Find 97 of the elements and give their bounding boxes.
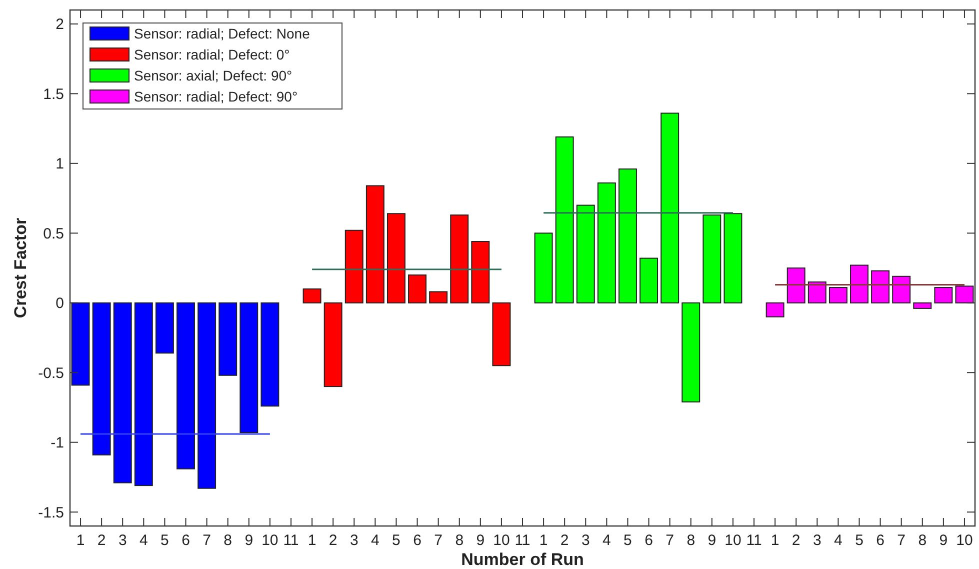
- x-tick-label: 1: [539, 532, 548, 549]
- bar: [555, 136, 574, 304]
- bar: [344, 230, 364, 304]
- bar: [955, 286, 974, 304]
- bar: [386, 213, 406, 304]
- bar: [640, 258, 658, 304]
- bar: [576, 204, 595, 304]
- legend-label: Sensor: axial; Defect: 90°: [134, 67, 292, 84]
- bar: [913, 302, 932, 309]
- bar: [198, 302, 216, 489]
- bar: [218, 302, 238, 376]
- x-tick-label: 1: [76, 532, 85, 549]
- x-tick-label: 8: [224, 532, 232, 549]
- legend-label: Sensor: radial; Defect: 0°: [134, 46, 290, 62]
- x-tick-label: 6: [182, 532, 190, 549]
- x-tick-label: 5: [160, 532, 169, 549]
- y-tick-label: 2: [56, 16, 64, 34]
- bar: [808, 281, 826, 304]
- y-axis-title: Crest Factor: [11, 218, 30, 318]
- x-tick-label: 8: [455, 532, 464, 549]
- x-tick-label: 3: [581, 532, 590, 549]
- bar: [429, 291, 448, 304]
- x-tick-label: 11: [283, 532, 299, 549]
- bar: [618, 168, 637, 304]
- x-tick-label: 1: [308, 532, 316, 549]
- x-tick-label: 4: [602, 532, 611, 549]
- x-tick-label: 3: [118, 532, 127, 549]
- bar: [113, 302, 132, 484]
- bar: [597, 182, 616, 304]
- x-tick-label: 1: [770, 532, 780, 549]
- y-tick-label: 1.5: [43, 86, 64, 103]
- x-tick-label: 7: [202, 532, 211, 549]
- x-tick-label: 9: [244, 532, 254, 549]
- x-tick-label: 9: [708, 532, 716, 549]
- x-tick-label: 7: [666, 532, 674, 549]
- bar: [766, 302, 784, 318]
- bar: [850, 264, 868, 304]
- bar: [534, 232, 553, 304]
- x-tick-label: 9: [939, 532, 948, 549]
- x-tick-label: 6: [413, 532, 422, 549]
- x-tick-label: 3: [812, 532, 822, 549]
- y-tick-label: -1: [50, 434, 64, 452]
- x-tick-label: 10: [724, 532, 742, 549]
- x-tick-label: 11: [514, 532, 530, 549]
- bar: [892, 276, 911, 304]
- x-tick-label: 11: [746, 532, 762, 549]
- y-tick-label: 1: [56, 156, 64, 173]
- bar: [366, 185, 384, 304]
- x-tick-label: 2: [328, 532, 338, 549]
- bar: [240, 302, 258, 434]
- bar: [786, 268, 806, 304]
- y-tick-label: 0: [56, 295, 64, 312]
- x-tick-label: 2: [97, 532, 106, 549]
- bar: [408, 274, 426, 304]
- bar: [702, 214, 722, 304]
- x-tick-label: 4: [139, 532, 148, 549]
- x-tick-label: 3: [350, 532, 358, 549]
- x-tick-label: 4: [834, 532, 842, 549]
- bar: [471, 241, 490, 304]
- x-tick-label: 6: [876, 532, 884, 549]
- bar: [260, 302, 280, 407]
- bar: [176, 302, 195, 470]
- x-tick-label: 5: [392, 532, 400, 549]
- x-tick-label: 5: [624, 532, 632, 549]
- x-tick-label: 7: [434, 532, 442, 549]
- y-tick-label: -0.5: [38, 364, 64, 382]
- bar: [155, 302, 174, 354]
- x-tick-label: 8: [918, 532, 927, 549]
- x-tick-label: 4: [371, 532, 380, 549]
- x-tick-label: 2: [560, 532, 569, 549]
- x-tick-label: 10: [493, 532, 510, 549]
- y-tick-label: 0.5: [43, 225, 64, 242]
- bar: [660, 112, 680, 304]
- x-tick-label: 10: [956, 532, 973, 549]
- bar: [492, 302, 511, 366]
- y-tick-label: -1.5: [38, 504, 64, 522]
- bar: [828, 287, 848, 304]
- bar: [871, 270, 890, 304]
- x-axis-title: Number of Run: [461, 550, 584, 569]
- x-tick-label: 2: [792, 532, 800, 549]
- x-tick-label: 10: [262, 532, 278, 549]
- x-tick-label: 9: [476, 532, 485, 549]
- legend-label: Sensor: radial; Defect: 90°: [134, 88, 298, 104]
- bar: [134, 302, 153, 486]
- x-tick-label: 7: [897, 532, 906, 549]
- bar: [450, 214, 469, 304]
- bar: [324, 302, 342, 388]
- legend-label: Sensor: radial; Defect: None: [134, 25, 310, 42]
- x-tick-label: 5: [855, 532, 864, 549]
- bar: [682, 302, 700, 402]
- bar: [92, 302, 111, 456]
- bar: [724, 213, 742, 304]
- x-tick-label: 8: [686, 532, 696, 549]
- x-tick-label: 6: [644, 532, 653, 549]
- bar: [71, 302, 90, 386]
- bar: [934, 287, 953, 304]
- bar: [302, 288, 322, 304]
